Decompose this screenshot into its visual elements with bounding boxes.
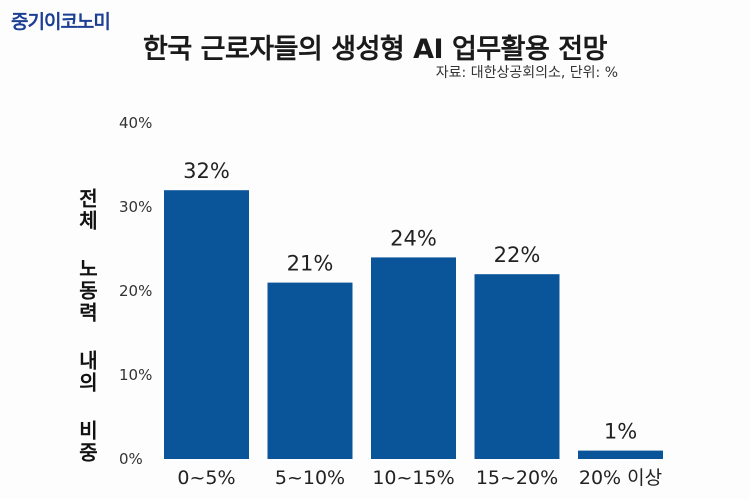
x-tick-label: 15~20% [476, 467, 558, 489]
bar [164, 190, 249, 459]
y-tick-label: 30% [119, 198, 152, 216]
data-label: 1% [604, 420, 637, 444]
data-label: 21% [287, 252, 334, 276]
y-axis-label: 전체 노동력 내의 비중 [75, 188, 99, 464]
y-tick-label: 20% [119, 282, 152, 300]
chart-title: 한국 근로자들의 생성형 AI 업무활용 전망 [143, 34, 607, 65]
data-label: 22% [494, 243, 541, 267]
y-tick-label: 10% [119, 366, 152, 384]
brand-logo: 중기이코노미 [11, 11, 111, 33]
y-tick-label: 40% [119, 114, 152, 132]
x-tick-label: 10~15% [372, 467, 454, 489]
data-label: 24% [390, 226, 437, 250]
bar [371, 257, 456, 459]
y-tick-label: 0% [119, 450, 143, 468]
bar [267, 282, 353, 459]
data-label: 32% [183, 159, 230, 183]
bar [578, 450, 663, 459]
x-tick-label: 0~5% [177, 467, 235, 489]
bar [474, 274, 560, 459]
x-tick-label: 20% 이상 [579, 467, 662, 489]
x-tick-label: 5~10% [275, 467, 345, 489]
chart-source-note: 자료: 대한상공회의소, 단위: % [435, 65, 618, 81]
